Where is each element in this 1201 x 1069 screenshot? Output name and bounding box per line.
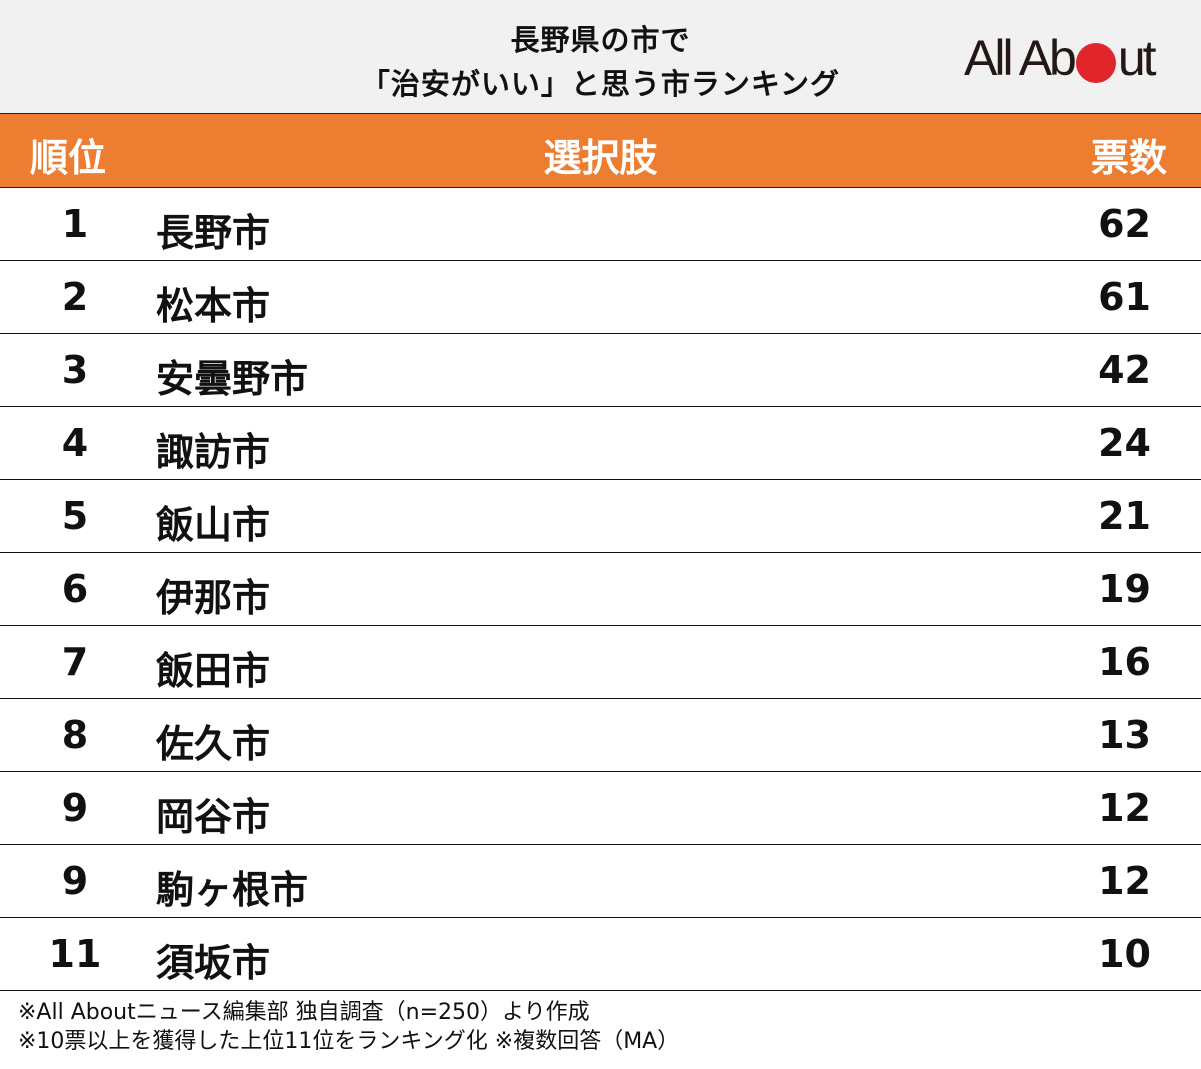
table-row: 2 松本市 61: [0, 261, 1201, 334]
logo-red-dot-icon: [1075, 43, 1116, 83]
logo-text-after: ut: [1117, 30, 1157, 86]
table-row: 5 飯山市 21: [0, 480, 1201, 553]
city-cell: 松本市: [156, 284, 271, 328]
votes-cell: 62: [1098, 202, 1151, 246]
votes-cell: 12: [1098, 859, 1151, 903]
title-line-2: 「治安がいい」と思う市ランキング: [360, 67, 841, 101]
table-row: 9 駒ヶ根市 12: [0, 845, 1201, 918]
city-cell: 伊那市: [156, 576, 271, 620]
allabout-logo: All Ab ut: [964, 30, 1157, 86]
table-row: 9 岡谷市 12: [0, 772, 1201, 845]
city-cell: 飯田市: [156, 649, 271, 693]
table-header: 順位 選択肢 票数: [0, 114, 1201, 188]
table-row: 11 須坂市 10: [0, 918, 1201, 991]
votes-cell: 61: [1098, 275, 1151, 319]
column-header-choice: 選択肢: [543, 136, 658, 180]
table-row: 1 長野市 62: [0, 188, 1201, 261]
votes-cell: 24: [1098, 421, 1151, 465]
rank-cell: 1: [61, 202, 89, 246]
rank-cell: 7: [61, 640, 89, 684]
footnotes: ※All Aboutニュース編集部 独自調査（n=250）より作成 ※10票以上…: [18, 998, 679, 1056]
city-cell: 佐久市: [156, 722, 271, 766]
city-cell: 駒ヶ根市: [156, 868, 309, 912]
column-header-votes: 票数: [1090, 136, 1167, 180]
rank-cell: 8: [61, 713, 89, 757]
rank-cell: 5: [61, 494, 89, 538]
rank-cell: 2: [61, 275, 89, 319]
votes-cell: 12: [1098, 786, 1151, 830]
rank-cell: 4: [61, 421, 89, 465]
ranking-table-body: 1 長野市 62 2 松本市 61 3 安曇野市 42 4 諏訪市 24 5 飯山市 21 6 伊那市…: [0, 188, 1201, 991]
table-row: 6 伊那市 19: [0, 553, 1201, 626]
city-cell: 須坂市: [156, 941, 271, 985]
votes-cell: 13: [1098, 713, 1151, 757]
rank-cell: 9: [61, 859, 89, 903]
votes-cell: 21: [1098, 494, 1151, 538]
rank-cell: 9: [61, 786, 89, 830]
footnote-source: ※All Aboutニュース編集部 独自調査（n=250）より作成: [18, 1000, 590, 1025]
table-row: 8 佐久市 13: [0, 699, 1201, 772]
title-band: 長野県の市で 「治安がいい」と思う市ランキング All Ab ut: [0, 0, 1201, 114]
rank-cell: 3: [61, 348, 89, 392]
city-cell: 安曇野市: [156, 357, 309, 401]
page-title: 長野県の市で 「治安がいい」と思う市ランキング: [0, 18, 1201, 106]
rank-cell: 6: [61, 567, 89, 611]
rank-cell: 11: [48, 932, 102, 976]
table-row: 3 安曇野市 42: [0, 334, 1201, 407]
votes-cell: 19: [1098, 567, 1151, 611]
votes-cell: 16: [1098, 640, 1151, 684]
city-cell: 飯山市: [156, 503, 271, 547]
title-line-1: 長野県の市で: [510, 23, 691, 57]
table-row: 7 飯田市 16: [0, 626, 1201, 699]
city-cell: 岡谷市: [156, 795, 271, 839]
column-header-rank: 順位: [30, 136, 107, 180]
table-row: 4 諏訪市 24: [0, 407, 1201, 480]
footnote-method: ※10票以上を獲得した上位11位をランキング化 ※複数回答（MA）: [18, 1029, 680, 1054]
city-cell: 諏訪市: [156, 430, 271, 474]
votes-cell: 10: [1098, 932, 1151, 976]
logo-text-before: All Ab: [964, 30, 1077, 86]
city-cell: 長野市: [156, 211, 271, 255]
votes-cell: 42: [1098, 348, 1151, 392]
